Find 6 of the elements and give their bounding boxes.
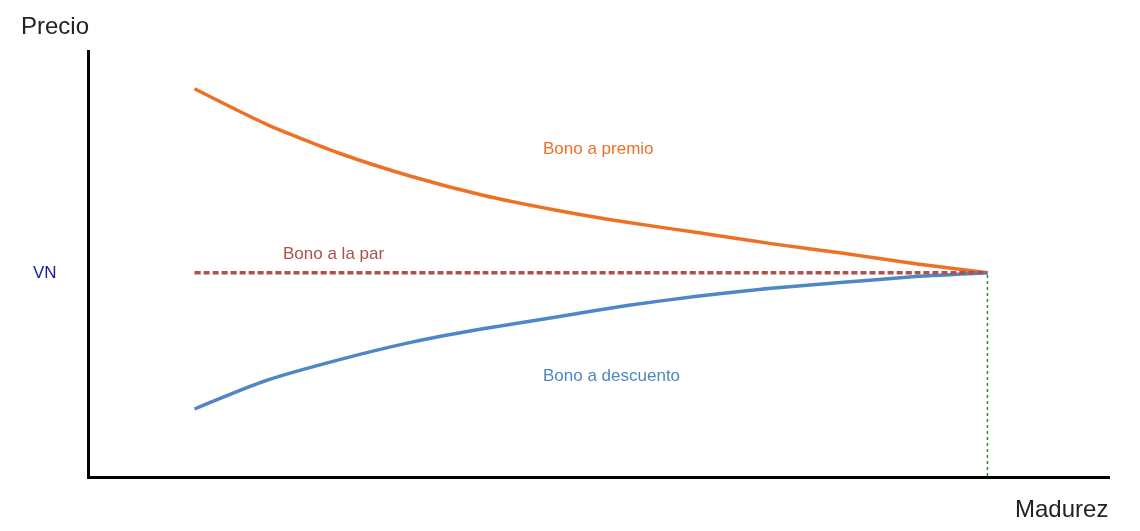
x-axis-title: Madurez — [1015, 495, 1109, 522]
text: VN — [33, 263, 57, 282]
series-label: Bono a la par — [283, 244, 385, 263]
text: Bono a descuento — [543, 366, 681, 385]
y-axis-title: Precio — [21, 12, 90, 39]
text: Bono a premio — [543, 139, 654, 158]
